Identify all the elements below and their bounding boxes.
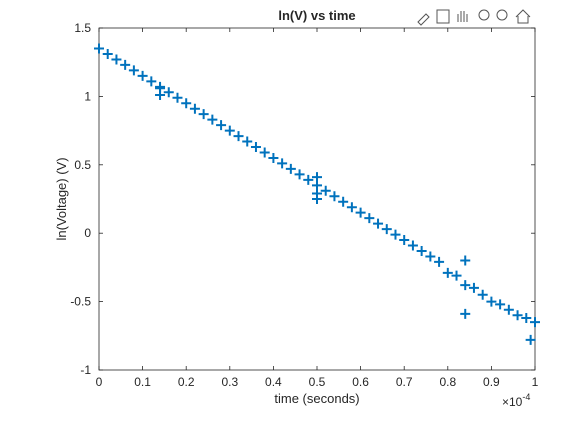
point [338,196,349,207]
point [294,169,305,180]
point [163,87,174,98]
point [146,76,157,87]
point [451,270,462,281]
point [216,120,227,131]
point [94,43,104,54]
point [346,202,357,213]
point [390,229,401,240]
x-tick-label: 0.6 [352,375,369,389]
point [155,90,166,101]
x-axis-label: time (seconds) [274,391,359,406]
point [486,296,497,307]
point [460,255,471,266]
point [355,207,366,218]
point [442,267,453,278]
x-tick-label: 0.5 [309,375,326,389]
x-tick-label: 0.2 [178,375,195,389]
point [373,218,384,229]
point [111,54,122,65]
point [233,131,244,142]
x-tick-label: 0 [96,375,103,389]
x-tick-label: 0.3 [221,375,238,389]
y-tick-label: 1 [84,89,91,103]
point [137,70,148,81]
point [460,280,471,291]
x-tick-label: 0.4 [265,375,282,389]
x-multiplier-exponent: -4 [522,392,530,402]
brush-icon[interactable] [417,13,430,26]
point [434,256,445,267]
point [530,317,540,328]
point [460,308,471,319]
x-multiplier: ×10-4 [502,392,530,409]
toolbar [417,9,531,26]
x-tick-label: 0.8 [439,375,456,389]
point [120,59,131,70]
point [242,136,253,147]
point [364,213,375,224]
y-tick-label: 0 [84,226,91,240]
point [285,163,296,174]
y-tick-label: -0.5 [70,295,91,309]
point [172,92,183,103]
point [512,310,523,321]
y-tick-label: 1.5 [74,21,91,35]
x-tick-label: 0.1 [134,375,151,389]
point [189,103,200,114]
pan-icon[interactable] [457,11,468,22]
point [416,245,427,256]
y-axis-label: ln(Voltage) (V) [54,157,69,240]
home-icon[interactable] [515,9,531,24]
point [250,142,261,153]
point [102,48,113,59]
zoom-out-icon[interactable] [496,9,508,21]
point [207,114,218,125]
point [320,185,331,196]
point [521,313,532,324]
point [329,191,340,202]
point [198,109,209,120]
point [259,147,270,158]
point [407,240,418,251]
x-tick-label: 1 [532,375,539,389]
x-tick-label: 0.7 [396,375,413,389]
point [312,194,322,204]
y-tick-label: -1 [80,363,91,377]
y-tick-label: 0.5 [74,158,91,172]
point [399,235,410,246]
point [477,289,488,300]
zoom-in-icon[interactable] [478,9,490,21]
x-multiplier-base: ×10 [502,395,523,409]
point [425,251,436,262]
point [181,98,192,109]
x-tick-label: 0.9 [483,375,500,389]
point [224,125,235,136]
point [303,174,314,185]
point [268,152,279,163]
legend-icon[interactable] [436,9,450,24]
point [128,65,139,76]
point [525,334,536,345]
point [277,158,288,169]
point [495,299,506,310]
point [503,304,514,315]
point [381,224,392,235]
chart-title: ln(V) vs time [278,8,355,23]
point [312,172,322,183]
point [468,282,479,293]
